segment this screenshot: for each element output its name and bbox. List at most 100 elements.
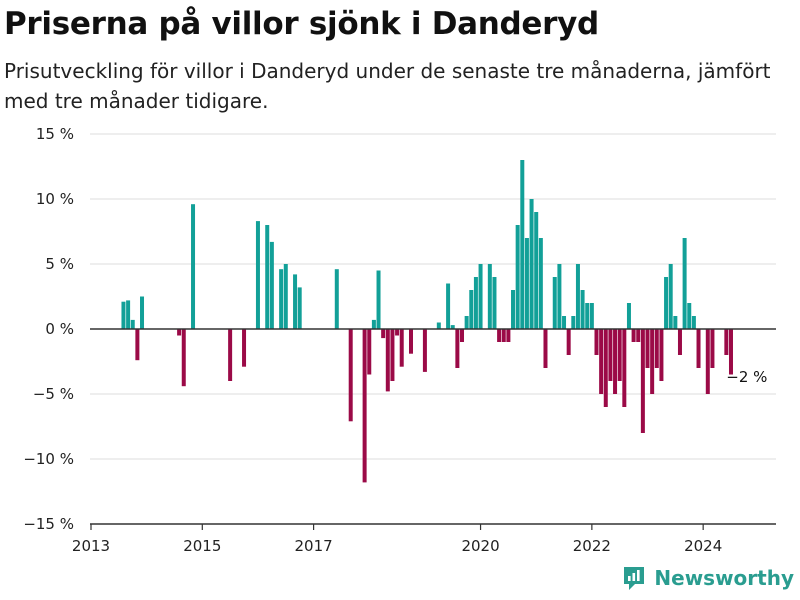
newsworthy-icon	[624, 567, 645, 590]
bar	[181, 329, 186, 387]
bar	[506, 329, 511, 342]
bar	[599, 329, 604, 394]
bar	[594, 329, 599, 355]
bar	[395, 329, 400, 336]
bar	[371, 319, 376, 329]
bar	[650, 329, 655, 394]
bar	[436, 322, 441, 329]
bar	[552, 277, 557, 329]
bar	[654, 329, 659, 368]
bar	[376, 270, 381, 329]
bar	[265, 225, 270, 329]
bar	[631, 329, 636, 342]
bar	[279, 269, 284, 329]
bar	[511, 290, 516, 329]
chart-title: Priserna på villor sjönk i Danderyd	[4, 6, 599, 42]
y-axis-ticks: 15 % 10 % 5 % 0 % −5 % −10 % −15 %	[23, 125, 74, 533]
bar	[626, 303, 631, 329]
bar	[557, 264, 562, 329]
bar	[126, 300, 131, 329]
bar	[589, 303, 594, 329]
bars	[121, 160, 733, 483]
bar	[682, 238, 687, 329]
bar	[422, 329, 427, 372]
bar	[617, 329, 622, 381]
x-tick-label: 2013	[72, 537, 110, 555]
bar	[562, 316, 567, 329]
bar	[464, 316, 469, 329]
bar	[121, 301, 126, 329]
bar	[668, 264, 673, 329]
bar	[501, 329, 506, 342]
bar	[492, 277, 497, 329]
bar	[348, 329, 353, 422]
bar	[724, 329, 729, 355]
bar	[691, 316, 696, 329]
bar	[478, 264, 483, 329]
bar	[705, 329, 710, 394]
bar	[636, 329, 641, 342]
y-tick-label: 5 %	[45, 255, 74, 273]
y-tick-label: −10 %	[23, 450, 74, 468]
axes	[90, 328, 776, 525]
bar	[297, 287, 302, 329]
bar	[455, 329, 460, 368]
bar	[334, 269, 339, 329]
bar	[608, 329, 613, 381]
bar	[381, 329, 386, 339]
value-annotation: −2 %	[726, 368, 767, 386]
bar	[659, 329, 664, 381]
bar	[515, 225, 520, 329]
bar	[135, 329, 140, 361]
bar	[487, 264, 492, 329]
bar	[613, 329, 618, 394]
bar	[534, 212, 539, 329]
bar	[293, 274, 298, 329]
x-tick-label: 2015	[183, 537, 221, 555]
chart-subtitle: Prisutveckling för villor i Danderyd und…	[4, 59, 771, 113]
x-tick-label: 2017	[295, 537, 333, 555]
y-tick-label: 15 %	[36, 125, 74, 143]
x-tick-label: 2022	[573, 537, 611, 555]
bar	[673, 316, 678, 329]
brand-logo: Newsworthy	[621, 564, 794, 592]
bar	[664, 277, 669, 329]
bar	[677, 329, 682, 355]
bar	[580, 290, 585, 329]
bar	[242, 329, 247, 367]
bar	[566, 329, 571, 355]
bar	[399, 329, 404, 367]
bar	[622, 329, 627, 407]
y-tick-label: 10 %	[36, 190, 74, 208]
bar	[140, 296, 145, 329]
bar	[571, 316, 576, 329]
bar	[450, 325, 455, 329]
bar	[543, 329, 548, 368]
bar	[362, 329, 367, 483]
brand-name: Newsworthy	[654, 566, 794, 590]
bar	[538, 238, 543, 329]
bar	[446, 283, 451, 329]
bar	[520, 160, 525, 329]
x-axis-ticks: 2013 2015 2017 2020 2022 2024	[72, 524, 722, 555]
bar	[497, 329, 502, 342]
bar	[687, 303, 692, 329]
bar	[191, 204, 196, 329]
bar	[473, 277, 478, 329]
y-tick-label: 0 %	[45, 320, 74, 338]
bar	[408, 329, 413, 354]
bar	[469, 290, 474, 329]
x-tick-label: 2024	[684, 537, 722, 555]
bar	[228, 329, 233, 381]
bar	[524, 238, 529, 329]
bar	[390, 329, 395, 381]
x-tick-label: 2020	[461, 537, 499, 555]
bar	[696, 329, 701, 368]
bar	[585, 303, 590, 329]
bar	[255, 221, 260, 329]
bar	[645, 329, 650, 368]
bar	[177, 329, 182, 336]
bar	[603, 329, 608, 407]
bar	[269, 241, 274, 329]
y-tick-label: −15 %	[23, 515, 74, 533]
